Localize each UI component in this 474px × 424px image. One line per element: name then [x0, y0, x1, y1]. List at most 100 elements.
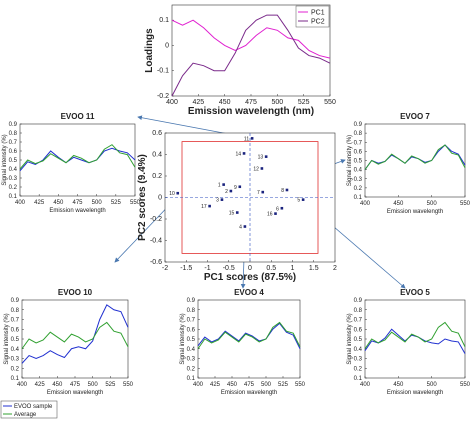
y-tick-label: 0.9	[187, 298, 196, 304]
y-tick-label: 0.6	[354, 327, 363, 333]
x-axis-label: Emission wavelength	[387, 390, 443, 396]
point-label: 14	[235, 151, 241, 157]
y-tick-label: 0.6	[152, 130, 162, 137]
y-tick-label: 0.5	[9, 158, 18, 164]
point-label: 5	[297, 198, 300, 204]
plot-area	[19, 123, 136, 197]
series-line	[171, 19, 331, 59]
x-tick-label: 400	[360, 382, 371, 388]
point-label: 16	[267, 212, 273, 218]
y-tick-label: 0.6	[187, 327, 196, 333]
chart-title: EVOO 4	[234, 288, 264, 297]
y-tick-label: 0.9	[354, 122, 363, 128]
x-tick-label: -1.5	[180, 265, 192, 272]
point-label: 7	[257, 190, 260, 196]
legend-label: PC2	[311, 19, 325, 26]
point-label: 1	[218, 183, 221, 189]
chart-title: EVOO 5	[400, 288, 430, 297]
score-point	[274, 212, 277, 215]
y-tick-label: 0.4	[187, 347, 196, 353]
score-point	[176, 191, 180, 195]
score-point	[229, 189, 233, 193]
y-axis-label: Signal intensity (%)	[347, 135, 353, 186]
series-line	[197, 321, 301, 350]
x-tick-label: 550	[460, 382, 471, 388]
plot-area	[364, 299, 466, 379]
y-tick-label: -0.1	[157, 68, 169, 75]
score-point	[261, 190, 265, 194]
y-tick-label: 0.3	[354, 357, 363, 363]
y-tick-label: 0.4	[354, 347, 363, 353]
y-tick-label: 0.9	[9, 122, 18, 128]
x-tick-label: -0.5	[223, 265, 235, 272]
score-point	[238, 185, 242, 189]
y-tick-label: 0.6	[11, 327, 20, 333]
y-tick-label: 0.9	[354, 298, 363, 304]
y-tick-label: 0.8	[354, 131, 363, 137]
bottom-legend: EVOO sample Average	[0, 400, 58, 419]
score-point	[301, 198, 305, 201]
x-tick-label: -1	[204, 265, 210, 272]
y-tick-label: 0.1	[354, 195, 363, 201]
score-point	[285, 188, 289, 192]
x-axis-label: Emission wavelength	[387, 209, 443, 215]
x-tick-label: 425	[192, 99, 204, 106]
x-tick-label: 550	[295, 382, 306, 388]
y-axis-label: Signal intensity (%)	[347, 313, 353, 364]
x-tick-label: 500	[92, 200, 103, 206]
x-tick-label: 550	[460, 201, 471, 207]
y-tick-label: 0.3	[187, 357, 196, 363]
y-tick-label: 0.2	[187, 366, 196, 372]
y-tick-label: 0.3	[9, 176, 18, 182]
point-label: 11	[244, 136, 249, 142]
score-point	[243, 225, 247, 228]
y-tick-label: 0	[165, 42, 169, 49]
point-label: 2	[225, 189, 228, 195]
x-tick-label: 2	[333, 265, 337, 272]
y-axis-label: Signal intensity (%)	[180, 313, 186, 364]
x-axis-label: Emission wavelength	[221, 390, 277, 396]
plot-area	[197, 299, 301, 379]
series-line	[171, 14, 331, 97]
legend-label: Average	[14, 412, 37, 418]
x-tick-label: -2	[162, 265, 168, 272]
x-tick-label: 425	[210, 382, 221, 388]
y-tick-label: -0.2	[150, 216, 162, 223]
x-tick-label: 500	[427, 382, 438, 388]
y-tick-label: 0.4	[9, 167, 18, 173]
series-line	[197, 322, 301, 349]
score-point	[220, 198, 224, 201]
x-tick-label: 0	[248, 265, 252, 272]
x-tick-label: 525	[298, 99, 310, 106]
y-tick-label: 0.7	[11, 318, 20, 324]
y-tick-label: 0.1	[187, 376, 196, 382]
y-tick-label: 0.8	[11, 308, 20, 314]
x-axis-label: Emission wavelength	[47, 390, 103, 396]
chart-title: EVOO 7	[400, 112, 430, 121]
x-tick-label: 475	[72, 200, 83, 206]
point-label: 9	[234, 185, 237, 191]
score-point	[208, 204, 211, 208]
score-point	[222, 183, 225, 186]
y-axis-label: Signal intensity (%)	[2, 134, 8, 185]
y-tick-label: 0.1	[354, 376, 363, 382]
x-tick-label: 450	[219, 99, 231, 106]
y-tick-label: 0.4	[152, 152, 162, 159]
y-tick-label: 0.7	[354, 318, 363, 324]
x-tick-label: 500	[271, 99, 283, 106]
point-label: 4	[239, 225, 242, 231]
x-tick-label: 550	[130, 200, 141, 206]
chart-title: EVOO 11	[61, 112, 95, 121]
x-tick-label: 475	[244, 382, 255, 388]
x-tick-label: 400	[193, 382, 204, 388]
x-tick-label: 450	[227, 382, 238, 388]
x-tick-label: 450	[52, 382, 63, 388]
y-tick-label: 0.7	[9, 140, 18, 146]
x-tick-label: 550	[123, 382, 134, 388]
x-tick-label: 425	[34, 200, 45, 206]
y-tick-label: 0.7	[187, 318, 196, 324]
x-tick-label: 525	[111, 200, 122, 206]
x-tick-label: 500	[427, 201, 438, 207]
